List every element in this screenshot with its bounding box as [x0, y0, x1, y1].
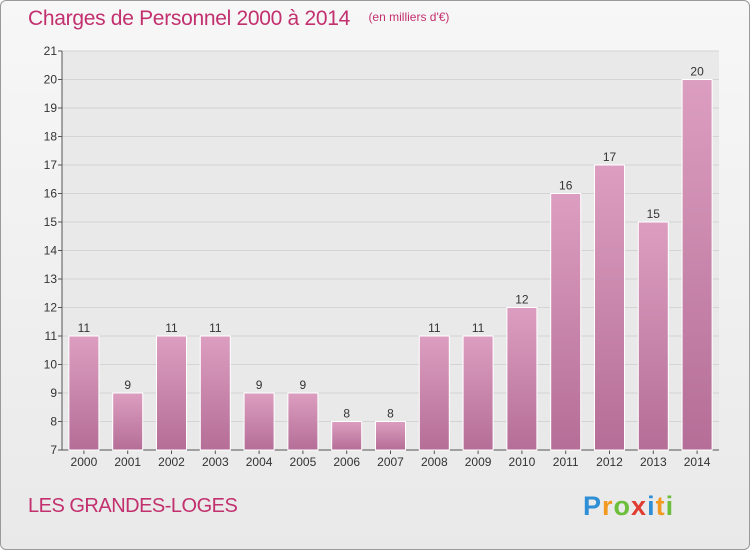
data-label: 20 — [690, 65, 704, 79]
logo-letter: o — [613, 491, 632, 521]
data-label: 8 — [387, 407, 394, 421]
bar-2011 — [550, 193, 582, 451]
logo-letter: i — [665, 491, 675, 521]
bar-2004 — [243, 392, 275, 451]
bar-2012 — [594, 164, 625, 451]
y-tick-label: 10 — [44, 358, 58, 372]
logo-letter: r — [602, 491, 614, 521]
data-label: 11 — [428, 321, 441, 335]
x-tick-label: 2009 — [465, 455, 492, 469]
data-label: 12 — [515, 293, 529, 307]
data-label: 9 — [256, 378, 263, 392]
y-tick-label: 8 — [50, 415, 57, 429]
data-label: 11 — [472, 321, 485, 335]
x-tick-label: 2012 — [596, 455, 623, 469]
y-tick-label: 16 — [44, 187, 58, 201]
bar-2003 — [199, 335, 231, 451]
bar-2002 — [156, 335, 187, 451]
logo-letter: P — [583, 491, 603, 521]
proxiti-logo: Proxiti — [583, 491, 674, 522]
x-tick-label: 2006 — [333, 455, 360, 469]
x-tick-label: 2011 — [553, 455, 579, 469]
logo-letter: i — [647, 491, 656, 521]
bar-2006 — [331, 421, 363, 451]
y-tick-label: 13 — [44, 272, 58, 286]
y-tick-label: 15 — [44, 215, 58, 229]
data-label: 11 — [209, 321, 222, 335]
x-tick-label: 2002 — [158, 455, 185, 469]
bar-2009 — [462, 335, 494, 451]
x-tick-label: 2000 — [71, 455, 98, 469]
chart-subtitle: (en milliers d'€) — [368, 10, 450, 24]
title-row: Charges de Personnel 2000 à 2014 (en mil… — [28, 7, 449, 31]
bar-2000 — [68, 335, 100, 451]
data-label: 8 — [343, 407, 350, 421]
bar-2010 — [506, 307, 538, 451]
x-tick-label: 2005 — [290, 455, 317, 469]
y-tick-label: 21 — [44, 44, 58, 58]
y-tick-label: 14 — [44, 244, 58, 258]
x-tick-label: 2007 — [377, 455, 404, 469]
y-tick-label: 9 — [50, 386, 57, 400]
bar-2013 — [637, 221, 669, 451]
y-tick-label: 11 — [45, 329, 58, 343]
data-label: 11 — [78, 321, 91, 335]
x-tick-label: 2003 — [202, 455, 229, 469]
data-label: 16 — [559, 179, 573, 193]
x-tick-label: 2004 — [246, 455, 273, 469]
data-label: 9 — [124, 378, 131, 392]
x-tick-label: 2013 — [640, 455, 667, 469]
y-tick-label: 7 — [50, 443, 57, 457]
chart-title: Charges de Personnel 2000 à 2014 — [28, 7, 350, 30]
bar-2001 — [112, 392, 144, 451]
commune-name: LES GRANDES-LOGES — [28, 495, 238, 517]
logo-letter: x — [631, 491, 648, 521]
bar-2005 — [287, 392, 319, 451]
x-tick-label: 2001 — [114, 455, 141, 469]
logo-letter: t — [655, 491, 666, 521]
x-tick-label: 2008 — [421, 455, 448, 469]
bar-2007 — [375, 421, 406, 451]
x-tick-label: 2014 — [684, 455, 711, 469]
data-label: 15 — [647, 207, 661, 221]
y-tick-label: 19 — [44, 101, 58, 115]
data-label: 9 — [300, 378, 307, 392]
y-tick-label: 17 — [44, 158, 58, 172]
x-tick-label: 2010 — [509, 455, 536, 469]
data-label: 17 — [603, 150, 617, 164]
bar-2008 — [418, 335, 450, 451]
y-tick-label: 12 — [44, 301, 58, 315]
bar-2014 — [681, 79, 713, 451]
y-tick-label: 18 — [44, 130, 58, 144]
data-label: 11 — [165, 321, 178, 335]
y-tick-label: 20 — [44, 73, 58, 87]
